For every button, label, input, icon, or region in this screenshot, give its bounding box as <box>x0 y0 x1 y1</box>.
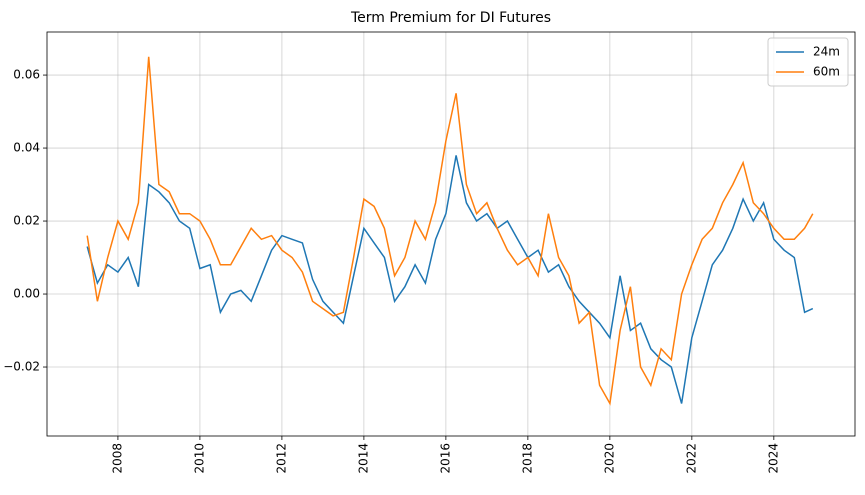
x-tick-label: 2008 <box>110 443 124 474</box>
x-tick-label: 2024 <box>766 443 780 474</box>
legend-label: 60m <box>813 65 840 79</box>
axes-frame <box>46 31 856 437</box>
x-tick-label: 2022 <box>684 443 698 474</box>
chart-title: Term Premium for DI Futures <box>350 10 551 26</box>
x-tick-label: 2018 <box>520 443 534 474</box>
y-tick-label: 0.00 <box>13 287 40 301</box>
legend-label: 24m <box>813 45 840 59</box>
legend-box <box>767 37 849 87</box>
series-line <box>86 155 814 404</box>
y-tick-label: 0.06 <box>13 68 40 82</box>
y-tick-label: 0.04 <box>13 141 40 155</box>
series-line <box>86 56 814 406</box>
y-tick-label: 0.02 <box>13 214 40 228</box>
x-tick-label: 2020 <box>602 443 616 474</box>
x-tick-label: 2016 <box>438 443 452 474</box>
x-tick-label: 2012 <box>274 443 288 474</box>
x-tick-label: 2014 <box>356 443 370 474</box>
x-tick-label: 2010 <box>192 443 206 474</box>
y-tick-label: −0.02 <box>3 360 40 374</box>
